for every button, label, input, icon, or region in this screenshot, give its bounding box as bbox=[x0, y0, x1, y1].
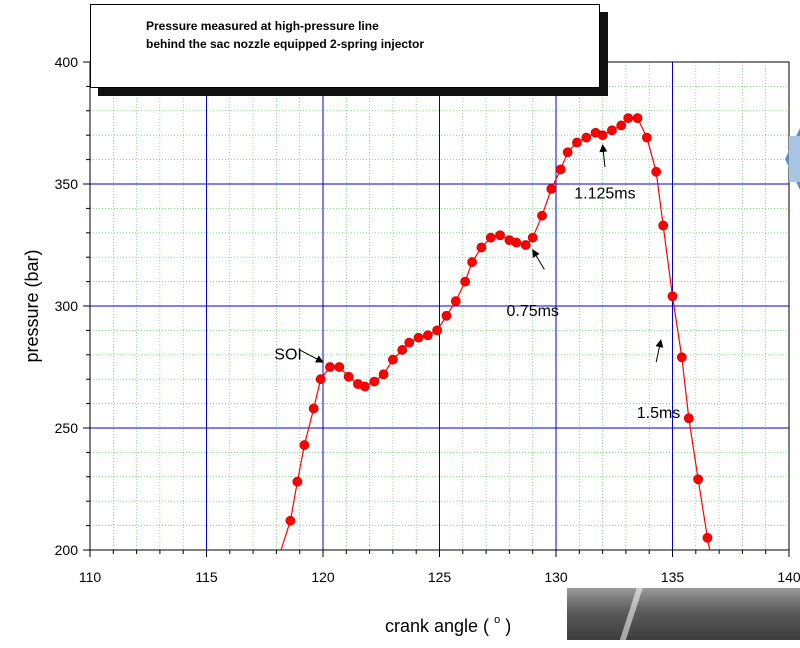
data-point bbox=[467, 257, 478, 267]
x-axis-label: crank angle ( o ) bbox=[385, 607, 511, 636]
data-point bbox=[285, 515, 296, 526]
data-point bbox=[432, 325, 443, 336]
data-point bbox=[632, 113, 643, 124]
annotation-arrow bbox=[655, 339, 664, 363]
annotations: SOI 0.75ms 1.125ms 1.5ms bbox=[274, 143, 681, 422]
y-tick-label: 350 bbox=[55, 176, 79, 192]
data-point bbox=[360, 381, 370, 392]
x-tick-label: 125 bbox=[428, 569, 452, 585]
annotation-label: 0.75ms bbox=[506, 303, 558, 320]
data-point bbox=[702, 532, 713, 543]
data-point bbox=[369, 376, 380, 387]
x-axis-label-main: crank angle ( bbox=[385, 616, 489, 636]
data-point bbox=[460, 276, 471, 287]
data-point bbox=[667, 291, 678, 302]
data-point bbox=[651, 166, 662, 177]
major-grid bbox=[90, 62, 789, 550]
data-point bbox=[308, 403, 319, 414]
data-point bbox=[537, 210, 547, 221]
data-point bbox=[397, 345, 408, 355]
chart-title-line-2: behind the sac nozzle equipped 2-spring … bbox=[146, 37, 425, 51]
data-point bbox=[520, 240, 531, 250]
annotation-arrow bbox=[599, 143, 608, 167]
x-axis-label-close: ) bbox=[505, 616, 511, 636]
data-point bbox=[450, 296, 461, 307]
y-tick-label: 200 bbox=[55, 542, 79, 558]
data-point bbox=[495, 230, 505, 241]
data-point bbox=[413, 332, 424, 343]
data-point bbox=[334, 362, 345, 372]
pressure-curve bbox=[280, 117, 711, 551]
annotation-arrow bbox=[299, 349, 324, 363]
data-point bbox=[527, 232, 538, 243]
data-point bbox=[597, 130, 608, 141]
x-tick-label: 135 bbox=[661, 569, 685, 585]
data-point bbox=[292, 476, 303, 487]
data-point bbox=[562, 147, 573, 158]
data-point bbox=[572, 137, 582, 148]
y-tick-label: 300 bbox=[55, 298, 79, 314]
spray-photo bbox=[567, 588, 800, 648]
side-arrow-highlight bbox=[789, 136, 800, 182]
chart-title-box: Pressure measured at high-pressure line … bbox=[90, 4, 600, 88]
data-point bbox=[476, 242, 487, 253]
data-point bbox=[581, 132, 592, 143]
data-points bbox=[285, 113, 713, 543]
data-point bbox=[299, 440, 310, 450]
data-point bbox=[641, 132, 652, 143]
data-point bbox=[616, 120, 627, 131]
data-point bbox=[315, 374, 326, 385]
x-tick-label: 110 bbox=[79, 569, 102, 585]
chart-title-line-1: Pressure measured at high-pressure line bbox=[146, 19, 379, 33]
data-point bbox=[378, 369, 389, 380]
data-point bbox=[485, 232, 496, 243]
x-axis-label-degree: o bbox=[494, 614, 500, 626]
data-point bbox=[387, 354, 398, 365]
annotation-label: SOI bbox=[274, 347, 302, 364]
data-point bbox=[441, 310, 452, 321]
data-point bbox=[546, 183, 557, 194]
annotation-arrow bbox=[532, 249, 545, 270]
data-point bbox=[422, 330, 433, 341]
curve-layer bbox=[280, 117, 711, 551]
data-point bbox=[325, 362, 335, 372]
data-point bbox=[607, 125, 617, 136]
y-tick-label: 250 bbox=[55, 420, 79, 436]
x-tick-label: 120 bbox=[311, 569, 335, 585]
spray-photo-streak bbox=[617, 588, 643, 648]
y-tick-label: 400 bbox=[55, 54, 79, 70]
x-tick-label: 115 bbox=[195, 569, 218, 585]
x-tick-label: 140 bbox=[777, 569, 800, 585]
data-point bbox=[693, 474, 704, 485]
data-point bbox=[623, 113, 634, 124]
y-axis-label: pressure (bar) bbox=[22, 249, 42, 362]
axis-ticks bbox=[83, 61, 790, 557]
data-point bbox=[404, 337, 415, 348]
data-point bbox=[343, 371, 354, 382]
axis-tick-labels: 110 115 120 125 130 135 140 200 250 300 350 400 bbox=[55, 54, 800, 585]
annotation-label: 1.5ms bbox=[637, 405, 681, 422]
data-point bbox=[658, 220, 669, 231]
data-point bbox=[676, 352, 687, 363]
data-point bbox=[555, 164, 566, 175]
data-point bbox=[511, 237, 522, 248]
x-tick-label: 130 bbox=[544, 569, 568, 585]
data-point bbox=[683, 413, 694, 424]
annotation-label: 1.125ms bbox=[574, 186, 635, 203]
